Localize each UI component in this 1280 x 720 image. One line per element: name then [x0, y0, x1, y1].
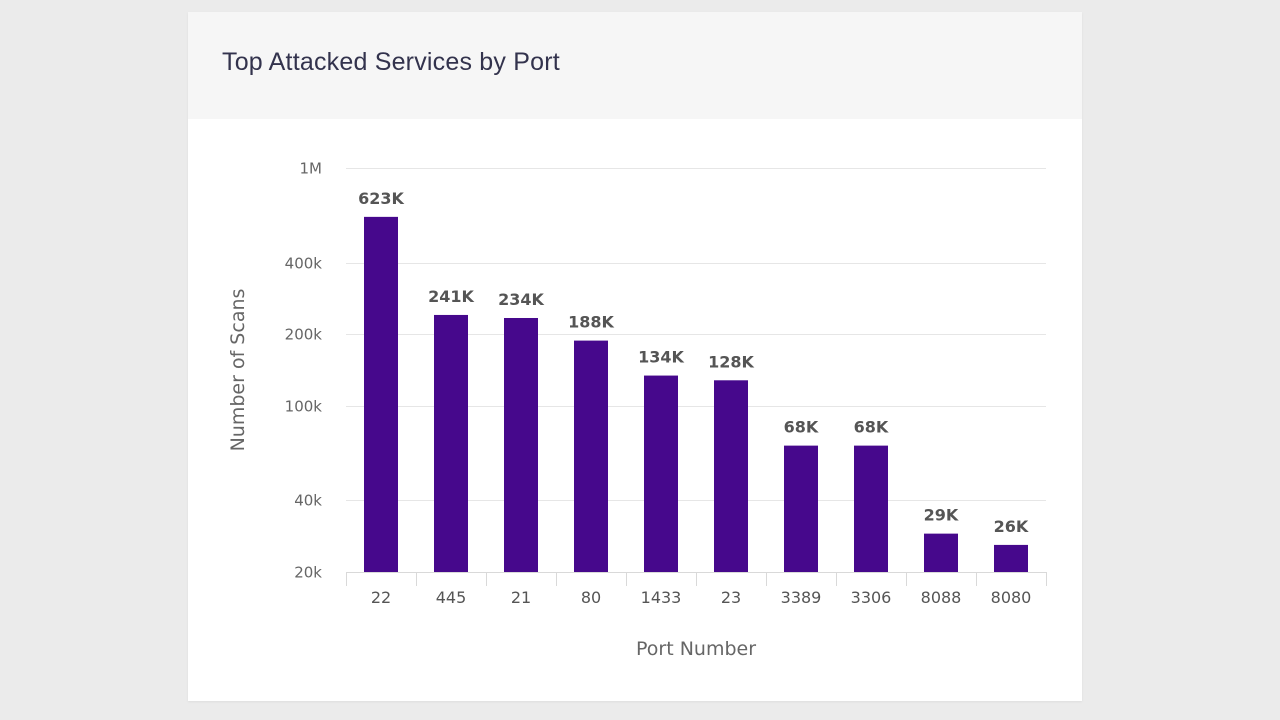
- y-axis-title: Number of Scans: [227, 289, 249, 452]
- grid-lines: 20k 40k 100k 200k 400k 1M: [285, 160, 1046, 582]
- y-tick-label: 200k: [285, 326, 323, 344]
- x-tick-label: 3306: [851, 588, 892, 607]
- data-label: 68K: [784, 418, 819, 437]
- y-tick-label: 40k: [294, 492, 322, 510]
- x-tick-label: 8088: [921, 588, 962, 607]
- bar-22[interactable]: [364, 216, 398, 572]
- bar-23[interactable]: [714, 380, 748, 572]
- bar-21[interactable]: [504, 317, 538, 572]
- bar-445[interactable]: [434, 314, 468, 572]
- bar-8088[interactable]: [924, 533, 958, 572]
- bar-3389[interactable]: [784, 445, 818, 572]
- card-title: Top Attacked Services by Port: [222, 48, 560, 76]
- data-label: 26K: [994, 517, 1029, 536]
- data-label: 29K: [924, 506, 959, 525]
- chart-card: Top Attacked Services by Port 20k 40k 100k…: [188, 12, 1082, 701]
- data-labels: 623K 241K 234K 188K 134K 128K 68K 68K 29K 26K: [358, 189, 1029, 536]
- data-label: 623K: [358, 189, 404, 208]
- data-label: 134K: [638, 348, 684, 367]
- x-tick-label: 21: [511, 588, 531, 607]
- card-header: Top Attacked Services by Port: [188, 12, 1082, 119]
- y-tick-label: 400k: [285, 255, 323, 273]
- bar-3306[interactable]: [854, 445, 888, 572]
- bar-1433[interactable]: [644, 375, 678, 572]
- y-tick-label: 1M: [300, 160, 323, 178]
- x-tick-label: 22: [371, 588, 391, 607]
- y-tick-label: 20k: [294, 564, 322, 582]
- bar-80[interactable]: [574, 340, 608, 572]
- data-label: 128K: [708, 352, 754, 371]
- x-tick-label: 8080: [991, 588, 1032, 607]
- data-label: 188K: [568, 313, 614, 332]
- bars: [364, 216, 1028, 572]
- x-axis: 22 445 21 80 1433 23 3389 3306 8088 8080: [346, 572, 1047, 607]
- x-axis-title: Port Number: [636, 638, 756, 660]
- x-tick-label: 1433: [641, 588, 682, 607]
- data-label: 241K: [428, 287, 474, 306]
- x-tick-label: 445: [436, 588, 467, 607]
- bar-8080[interactable]: [994, 544, 1028, 572]
- data-label: 234K: [498, 290, 544, 309]
- y-tick-label: 100k: [285, 398, 323, 416]
- data-label: 68K: [854, 418, 889, 437]
- bar-chart: 20k 40k 100k 200k 400k 1M 22 445 21 80 1433 23 3389…: [227, 160, 1047, 660]
- x-tick-label: 80: [581, 588, 601, 607]
- x-tick-label: 3389: [781, 588, 822, 607]
- x-tick-label: 23: [721, 588, 741, 607]
